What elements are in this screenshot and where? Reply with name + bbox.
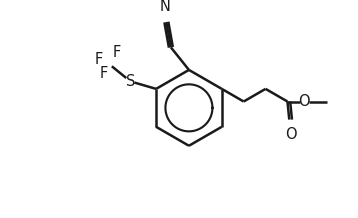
- Text: S: S: [126, 74, 135, 89]
- Text: N: N: [160, 0, 171, 14]
- Text: O: O: [298, 94, 310, 109]
- Text: F: F: [112, 45, 121, 60]
- Text: O: O: [285, 127, 296, 142]
- Text: F: F: [94, 53, 102, 68]
- Text: F: F: [100, 66, 108, 81]
